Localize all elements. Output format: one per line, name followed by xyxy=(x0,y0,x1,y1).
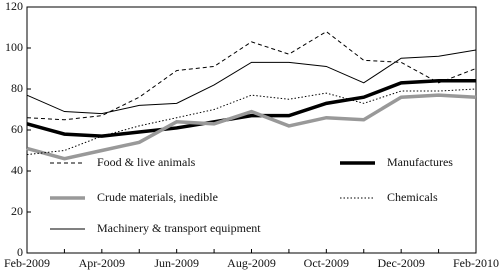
y-tick-label: 60 xyxy=(11,122,23,136)
x-tick-label: Aug-2009 xyxy=(227,256,276,270)
legend-label: Machinery & transport equipment xyxy=(97,221,261,235)
y-tick-label: 40 xyxy=(11,163,23,177)
x-tick-label: Apr-2009 xyxy=(79,256,125,270)
legend-label: Manufactures xyxy=(387,155,453,169)
x-tick-label: Feb-2010 xyxy=(453,256,499,270)
legend-label: Chemicals xyxy=(387,190,438,204)
y-tick-label: 120 xyxy=(5,0,23,13)
series-line xyxy=(26,49,477,115)
y-tick-label: 80 xyxy=(11,81,23,95)
series-line xyxy=(26,93,477,161)
series-line xyxy=(26,88,477,156)
y-tick-label: 0 xyxy=(17,245,23,259)
plot-frame xyxy=(26,6,477,254)
legend-label: Crude materials, inedible xyxy=(97,190,218,204)
y-tick-label: 20 xyxy=(11,204,23,218)
x-tick-label: Feb-2009 xyxy=(4,256,50,270)
x-tick-label: Dec-2009 xyxy=(378,256,425,270)
series-line xyxy=(26,79,476,138)
x-tick-label: Oct-2009 xyxy=(304,256,349,270)
legend-label: Food & live animals xyxy=(97,155,196,169)
y-tick-label: 100 xyxy=(5,40,23,54)
x-tick-label: Jun-2009 xyxy=(154,256,199,270)
series-line xyxy=(26,30,477,121)
